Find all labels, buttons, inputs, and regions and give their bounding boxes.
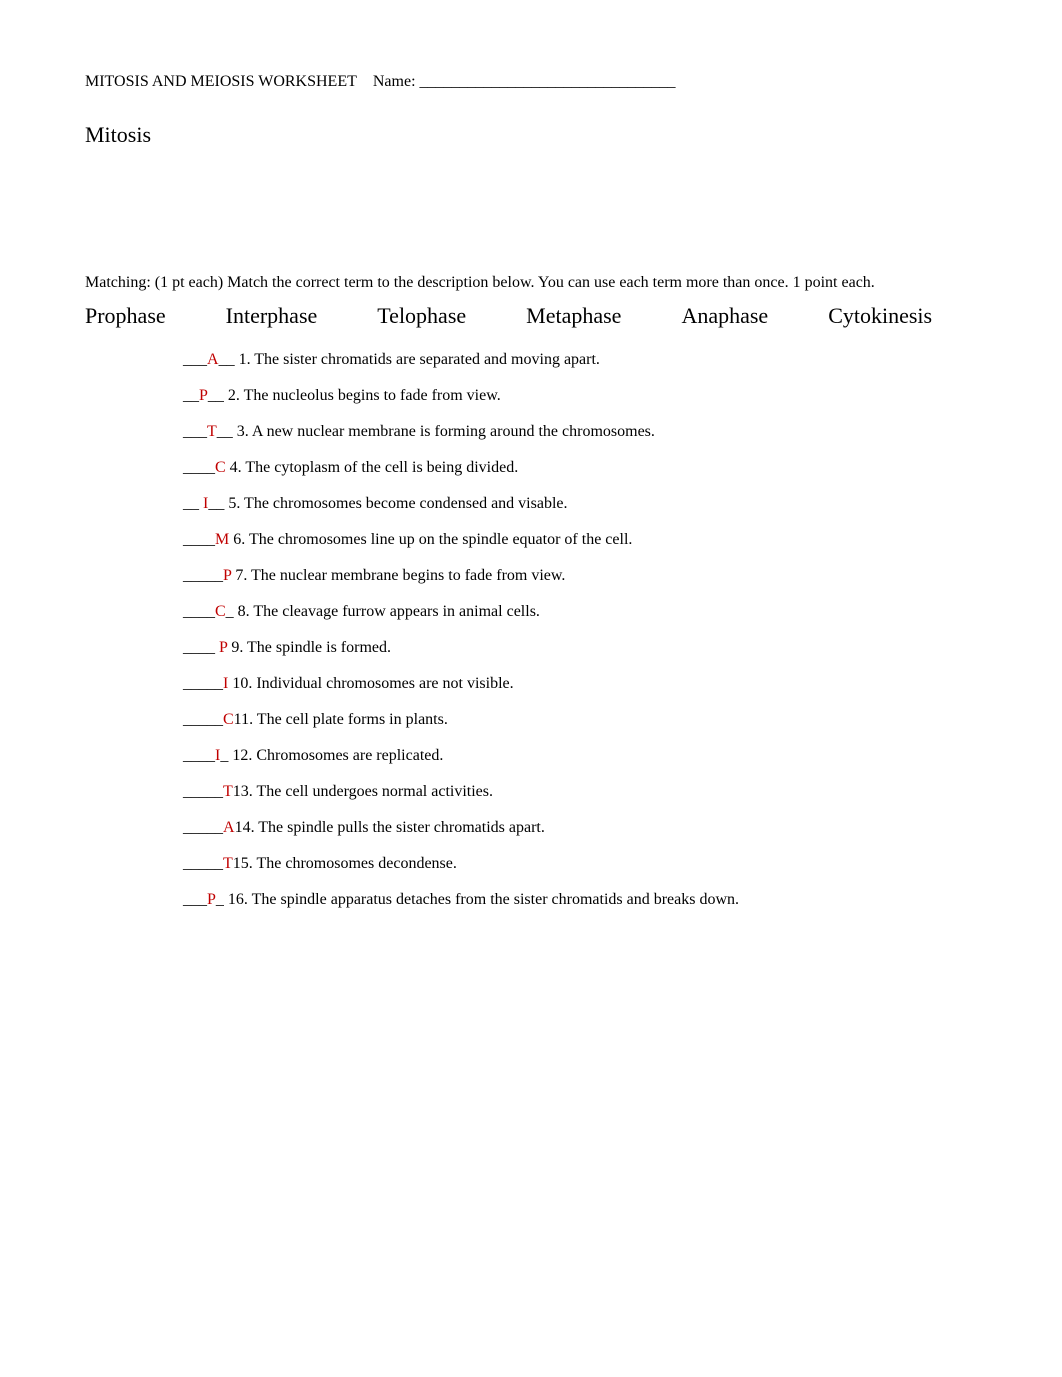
worksheet-header: MITOSIS AND MEIOSIS WORKSHEET Name: ____… (85, 70, 977, 94)
question-item: _____I 10. Individual chromosomes are no… (183, 672, 977, 696)
blank-pre: ____ (183, 531, 215, 548)
question-item: _____T13. The cell undergoes normal acti… (183, 780, 977, 804)
question-item: ____I_ 12. Chromosomes are replicated. (183, 744, 977, 768)
answer-letter: C (223, 711, 234, 728)
answer-letter: T (223, 783, 233, 800)
question-item: ___T__ 3. A new nuclear membrane is form… (183, 420, 977, 444)
question-item: ____M 6. The chromosomes line up on the … (183, 528, 977, 552)
question-text: 7. The nuclear membrane begins to fade f… (231, 567, 565, 584)
blank-post: __ (208, 495, 224, 512)
question-item: ___A__ 1. The sister chromatids are sepa… (183, 348, 977, 372)
blank-post: __ (219, 351, 235, 368)
word-bank-term: Interphase (226, 299, 318, 332)
question-item: _____P 7. The nuclear membrane begins to… (183, 564, 977, 588)
question-item: ____C 4. The cytoplasm of the cell is be… (183, 456, 977, 480)
blank-pre: ___ (183, 351, 207, 368)
blank-post: _ (226, 603, 234, 620)
question-text: 2. The nucleolus begins to fade from vie… (224, 387, 501, 404)
answer-letter: C (215, 603, 226, 620)
blank-pre: ____ (183, 747, 215, 764)
word-bank-term: Metaphase (526, 299, 621, 332)
question-text: 3. A new nuclear membrane is forming aro… (233, 423, 655, 440)
question-item: ____ P 9. The spindle is formed. (183, 636, 977, 660)
question-text: 1. The sister chromatids are separated a… (235, 351, 600, 368)
blank-pre: _____ (183, 567, 223, 584)
question-item: ____C_ 8. The cleavage furrow appears in… (183, 600, 977, 624)
question-text: 9. The spindle is formed. (227, 639, 391, 656)
question-text: 5. The chromosomes become condensed and … (224, 495, 567, 512)
answer-letter: M (215, 531, 229, 548)
blank-pre: _____ (183, 783, 223, 800)
word-bank-term: Prophase (85, 299, 166, 332)
question-item: _____T15. The chromosomes decondense. (183, 852, 977, 876)
question-list: ___A__ 1. The sister chromatids are sepa… (85, 348, 977, 912)
blank-pre: ___ (183, 423, 207, 440)
question-text: 10. Individual chromosomes are not visib… (228, 675, 513, 692)
answer-letter: C (215, 459, 226, 476)
blank-pre: _____ (183, 819, 223, 836)
blank-pre: ____ (183, 639, 219, 656)
word-bank-term: Cytokinesis (828, 299, 932, 332)
question-text: 6. The chromosomes line up on the spindl… (229, 531, 632, 548)
word-bank-term: Telophase (377, 299, 466, 332)
question-item: ___P_ 16. The spindle apparatus detaches… (183, 888, 977, 912)
question-text: 13. The cell undergoes normal activities… (233, 783, 493, 800)
name-label: Name: (373, 73, 416, 90)
section-title: Mitosis (85, 118, 977, 151)
question-item: _____A14. The spindle pulls the sister c… (183, 816, 977, 840)
question-item: __ I__ 5. The chromosomes become condens… (183, 492, 977, 516)
answer-letter: A (207, 351, 219, 368)
answer-letter: A (223, 819, 235, 836)
blank-pre: _____ (183, 675, 223, 692)
blank-pre: _____ (183, 855, 223, 872)
question-text: 8. The cleavage furrow appears in animal… (234, 603, 540, 620)
question-item: _____C11. The cell plate forms in plants… (183, 708, 977, 732)
blank-pre: ____ (183, 603, 215, 620)
blank-pre: __ (183, 495, 203, 512)
question-text: 16. The spindle apparatus detaches from … (224, 891, 739, 908)
answer-letter: T (223, 855, 233, 872)
answer-letter: P (199, 387, 208, 404)
worksheet-title: MITOSIS AND MEIOSIS WORKSHEET (85, 73, 357, 90)
blank-pre: ____ (183, 459, 215, 476)
word-bank-term: Anaphase (681, 299, 768, 332)
question-text: 11. The cell plate forms in plants. (234, 711, 448, 728)
blank-post: __ (217, 423, 233, 440)
question-text: 14. The spindle pulls the sister chromat… (235, 819, 545, 836)
name-blank-line: ________________________________ (420, 73, 676, 90)
question-item: __P__ 2. The nucleolus begins to fade fr… (183, 384, 977, 408)
question-text: 4. The cytoplasm of the cell is being di… (226, 459, 519, 476)
blank-pre: _____ (183, 711, 223, 728)
answer-letter: P (207, 891, 216, 908)
blank-pre: __ (183, 387, 199, 404)
question-text: 15. The chromosomes decondense. (233, 855, 457, 872)
blank-post: __ (208, 387, 224, 404)
word-bank: Prophase Interphase Telophase Metaphase … (85, 299, 977, 332)
answer-letter: T (207, 423, 217, 440)
blank-post: _ (216, 891, 224, 908)
instructions: Matching: (1 pt each) Match the correct … (85, 271, 977, 295)
question-text: 12. Chromosomes are replicated. (228, 747, 443, 764)
blank-pre: ___ (183, 891, 207, 908)
